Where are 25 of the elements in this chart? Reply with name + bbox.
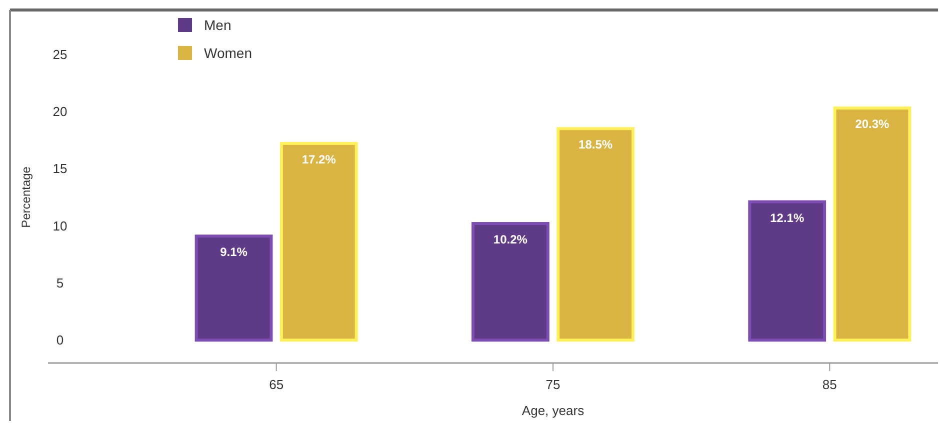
data-label: 12.1%: [770, 210, 804, 225]
x-axis-title: Age, years: [522, 403, 585, 418]
y-tick-label: 10: [52, 218, 68, 234]
data-label: 17.2%: [302, 152, 336, 166]
x-tick-label: 85: [822, 377, 837, 392]
bar: [472, 222, 550, 342]
x-tick-label: 75: [546, 377, 560, 392]
legend-label: Women: [204, 45, 252, 61]
bar: [748, 200, 826, 342]
bar: [833, 106, 912, 342]
y-tick-label: 20: [52, 104, 68, 120]
y-axis-title: Percentage: [19, 166, 33, 228]
y-tick-label: 5: [56, 276, 64, 291]
bar: [280, 142, 358, 342]
bar: [194, 234, 273, 342]
legend-label: Men: [204, 17, 232, 33]
y-tick-label: 15: [52, 161, 68, 176]
x-tick-label: 65: [269, 377, 284, 392]
data-label: 20.3%: [855, 117, 890, 132]
y-tick-label: 0: [56, 332, 64, 348]
data-label: 10.2%: [493, 232, 528, 247]
y-tick-label: 25: [52, 46, 68, 62]
data-label: 9.1%: [220, 245, 248, 260]
bar: [556, 127, 634, 342]
data-label: 18.5%: [578, 138, 613, 152]
